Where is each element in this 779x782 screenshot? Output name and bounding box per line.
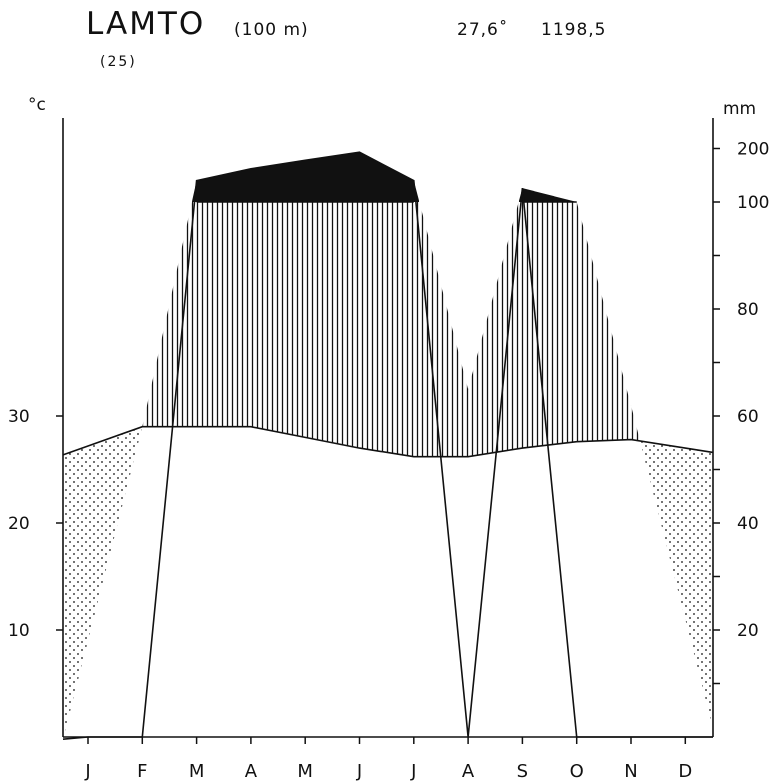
temperature-curve xyxy=(62,425,714,458)
month-label: J xyxy=(84,761,90,782)
left-axis-unit: °c xyxy=(28,95,46,115)
right-tick-label: 200 xyxy=(737,140,769,160)
axis-labels: °c mm 10 20 30 20 40 60 80 100 200 J F M A M J J A S O N D xyxy=(8,95,769,782)
month-label: N xyxy=(624,761,637,782)
left-tick-label: 30 xyxy=(8,407,30,427)
month-label: A xyxy=(462,761,475,782)
left-tick-label: 20 xyxy=(8,514,30,534)
right-tick-label: 80 xyxy=(737,300,759,320)
month-label: J xyxy=(356,761,362,782)
right-tick-label: 100 xyxy=(737,193,769,213)
dry-dotted-area xyxy=(640,441,713,729)
month-label: J xyxy=(410,761,416,782)
perhumid-black-area xyxy=(192,152,419,202)
left-tick-label: 10 xyxy=(8,621,30,641)
month-label: A xyxy=(245,761,258,782)
right-tick-label: 20 xyxy=(737,621,759,641)
month-label: M xyxy=(297,761,313,782)
month-label: O xyxy=(570,761,584,782)
right-axis-unit: mm xyxy=(723,99,756,119)
observation-years: (25) xyxy=(100,54,137,70)
curves xyxy=(62,151,714,741)
month-label: S xyxy=(517,761,528,782)
month-label: M xyxy=(189,761,205,782)
mean-annual-temperature: 27,6˚ xyxy=(457,20,509,40)
dry-dotted-area xyxy=(63,426,142,740)
axes xyxy=(56,118,720,744)
fill-areas xyxy=(63,152,713,740)
month-label: F xyxy=(137,761,147,782)
perhumid-black-area xyxy=(519,188,576,202)
right-tick-label: 60 xyxy=(737,407,759,427)
humid-hatched-area xyxy=(142,202,640,457)
annual-precipitation: 1198,5 xyxy=(541,20,607,40)
right-tick-label: 40 xyxy=(737,514,759,534)
month-label: D xyxy=(678,761,692,782)
station-elevation: (100 m) xyxy=(234,20,309,40)
precipitation-curve xyxy=(62,151,713,741)
station-name: LAMTO xyxy=(86,6,206,42)
